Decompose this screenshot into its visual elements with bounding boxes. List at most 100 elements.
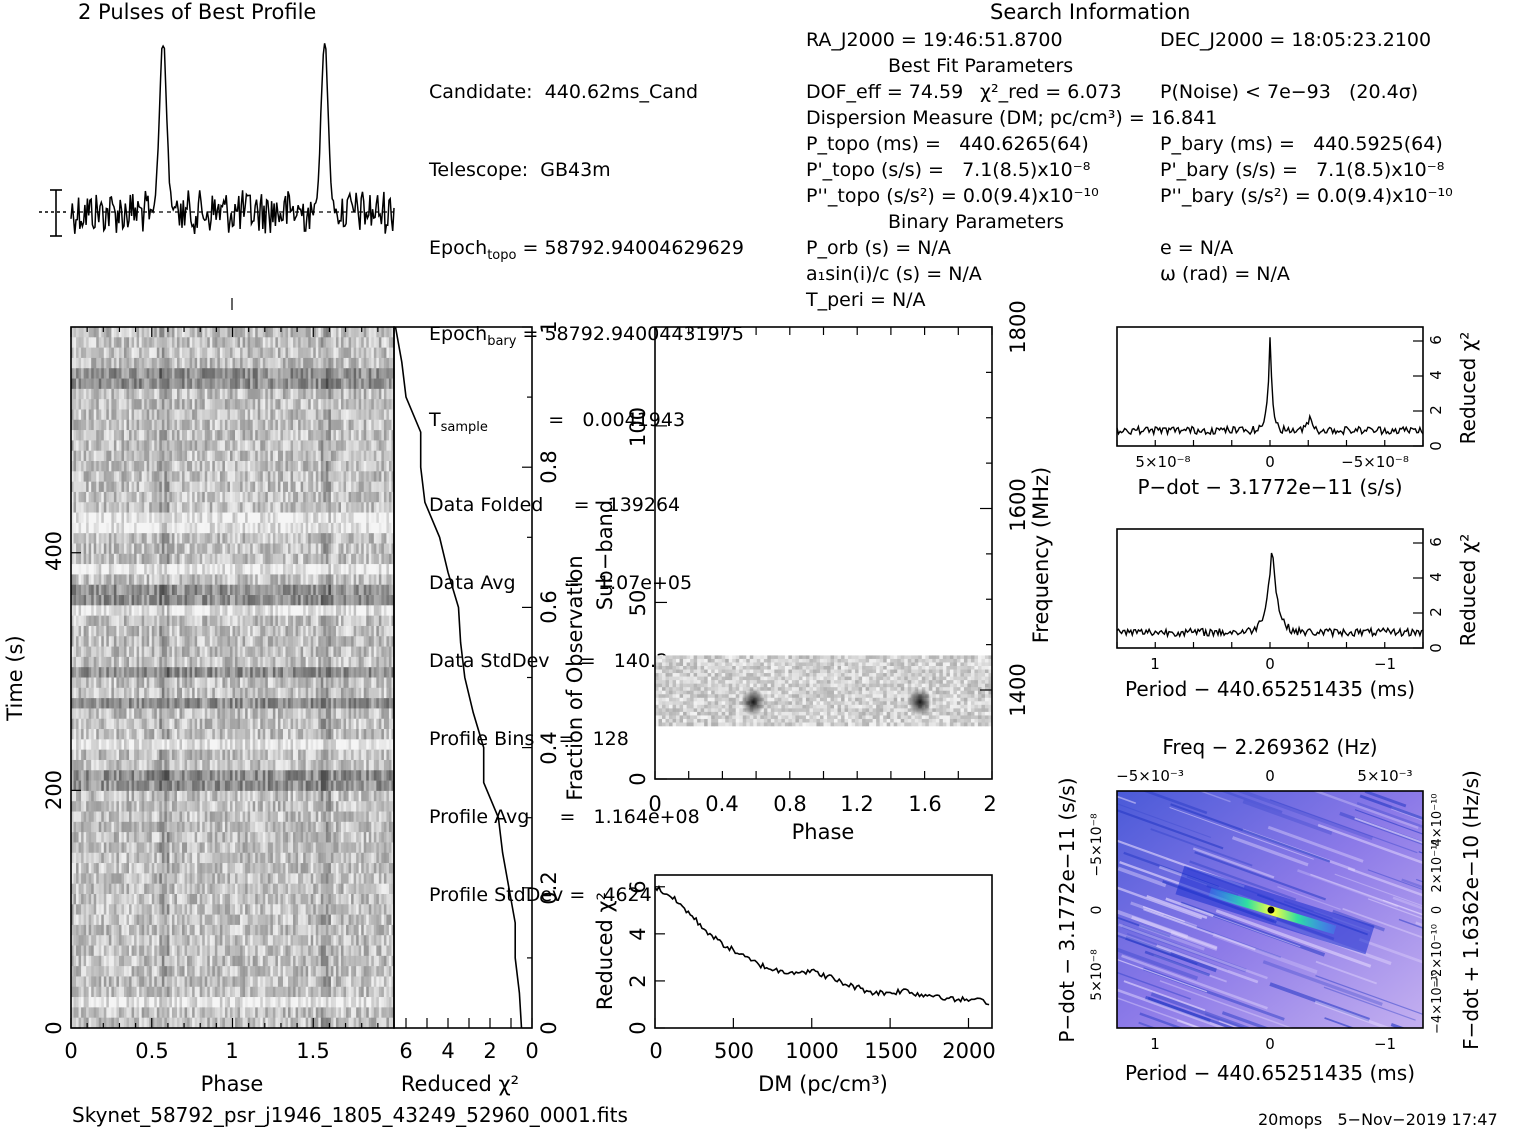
time-phase-cell [96, 595, 100, 606]
time-phase-cell [255, 687, 259, 699]
time-phase-cell [121, 646, 125, 658]
time-phase-cell [240, 461, 243, 472]
time-phase-cell [285, 419, 289, 431]
time-phase-cell [341, 430, 344, 441]
time-phase-cell [229, 533, 233, 544]
time-phase-cell [335, 512, 339, 524]
time-phase-cell [171, 595, 175, 606]
time-phase-cell [111, 440, 115, 452]
time-phase-cell [121, 399, 125, 410]
time-phase-cell [139, 378, 142, 390]
time-phase-cell [171, 718, 175, 730]
time-phase-cell [353, 461, 357, 472]
time-phase-cell [229, 409, 233, 421]
time-phase-cell [166, 615, 170, 627]
time-phase-cell [116, 419, 120, 431]
time-phase-cell [293, 502, 296, 513]
time-phase-cell [204, 584, 208, 596]
time-phase-cell [240, 471, 243, 482]
time-phase-cell [353, 708, 357, 720]
time-phase-cell [187, 450, 190, 462]
time-phase-cell [209, 574, 213, 586]
time-phase-cell [343, 461, 347, 472]
time-phase-cell [305, 574, 309, 586]
time-phase-cell [76, 605, 79, 616]
time-phase-cell [376, 471, 380, 482]
time-phase-cell [227, 656, 231, 668]
time-phase-cell [73, 430, 77, 441]
time-phase-cell [212, 718, 216, 730]
time-phase-cell [351, 636, 354, 647]
time-phase-cell [358, 471, 362, 482]
time-phase-cell [214, 327, 218, 338]
time-phase-cell [103, 656, 107, 668]
time-phase-cell [373, 605, 377, 616]
time-phase-cell [373, 491, 377, 503]
time-phase-cell [197, 368, 200, 379]
time-phase-cell [88, 543, 92, 555]
time-phase-cell [171, 337, 175, 348]
time-phase-cell [146, 698, 150, 709]
time-phase-cell [288, 440, 291, 452]
time-phase-cell [371, 481, 375, 493]
time-phase-cell [245, 667, 248, 678]
time-phase-cell [315, 450, 319, 462]
time-phase-cell [240, 625, 243, 637]
time-phase-cell [280, 615, 284, 627]
time-phase-cell [247, 337, 251, 348]
time-phase-cell [194, 399, 198, 410]
time-phase-cell [313, 357, 317, 369]
time-phase-cell [224, 378, 228, 390]
time-phase-cell [338, 419, 342, 431]
time-phase-cell [106, 595, 110, 606]
time-phase-cell [255, 409, 259, 421]
time-phase-cell [351, 430, 354, 441]
time-phase-cell [310, 698, 314, 709]
time-phase-cell [303, 625, 306, 637]
time-phase-cell [257, 512, 261, 524]
time-phase-cell [257, 409, 261, 421]
time-phase-cell [320, 357, 324, 369]
time-phase-cell [303, 368, 306, 379]
time-phase-cell [224, 543, 228, 555]
time-phase-cell [161, 574, 165, 586]
time-phase-cell [182, 677, 185, 689]
time-phase-cell [240, 553, 243, 565]
time-phase-cell [131, 553, 135, 565]
time-phase-cell [300, 368, 304, 379]
time-phase-cell [267, 502, 271, 513]
time-phase-cell [328, 502, 332, 513]
time-phase-cell [108, 667, 112, 678]
time-phase-cell [111, 502, 115, 513]
time-phase-cell [136, 708, 140, 720]
time-phase-cell [341, 399, 344, 410]
time-phase-cell [277, 327, 281, 338]
time-phase-cell [288, 656, 291, 668]
time-phase-cell [212, 357, 216, 369]
time-phase-cell [371, 522, 375, 534]
time-phase-cell [361, 491, 365, 503]
time-phase-cell [245, 522, 248, 534]
time-phase-cell [272, 399, 276, 410]
time-phase-cell [88, 461, 92, 472]
time-phase-cell [83, 512, 87, 524]
time-phase-cell [159, 687, 163, 699]
time-phase-cell [187, 388, 190, 400]
time-phase-cell [98, 553, 102, 565]
time-phase-cell [229, 481, 233, 493]
time-phase-cell [123, 461, 127, 472]
time-phase-cell [96, 450, 100, 462]
time-phase-cell [290, 553, 294, 565]
time-phase-cell [73, 368, 77, 379]
time-phase-cell [106, 698, 110, 709]
time-phase-cell [383, 625, 387, 637]
time-phase-cell [295, 502, 299, 513]
time-phase-cell [293, 718, 296, 730]
time-phase-cell [176, 543, 180, 555]
time-phase-cell [250, 419, 253, 431]
time-phase-cell [159, 388, 163, 400]
time-phase-cell [129, 615, 132, 627]
time-phase-cell [373, 327, 377, 338]
time-phase-cell [386, 522, 390, 534]
time-phase-cell [255, 502, 259, 513]
